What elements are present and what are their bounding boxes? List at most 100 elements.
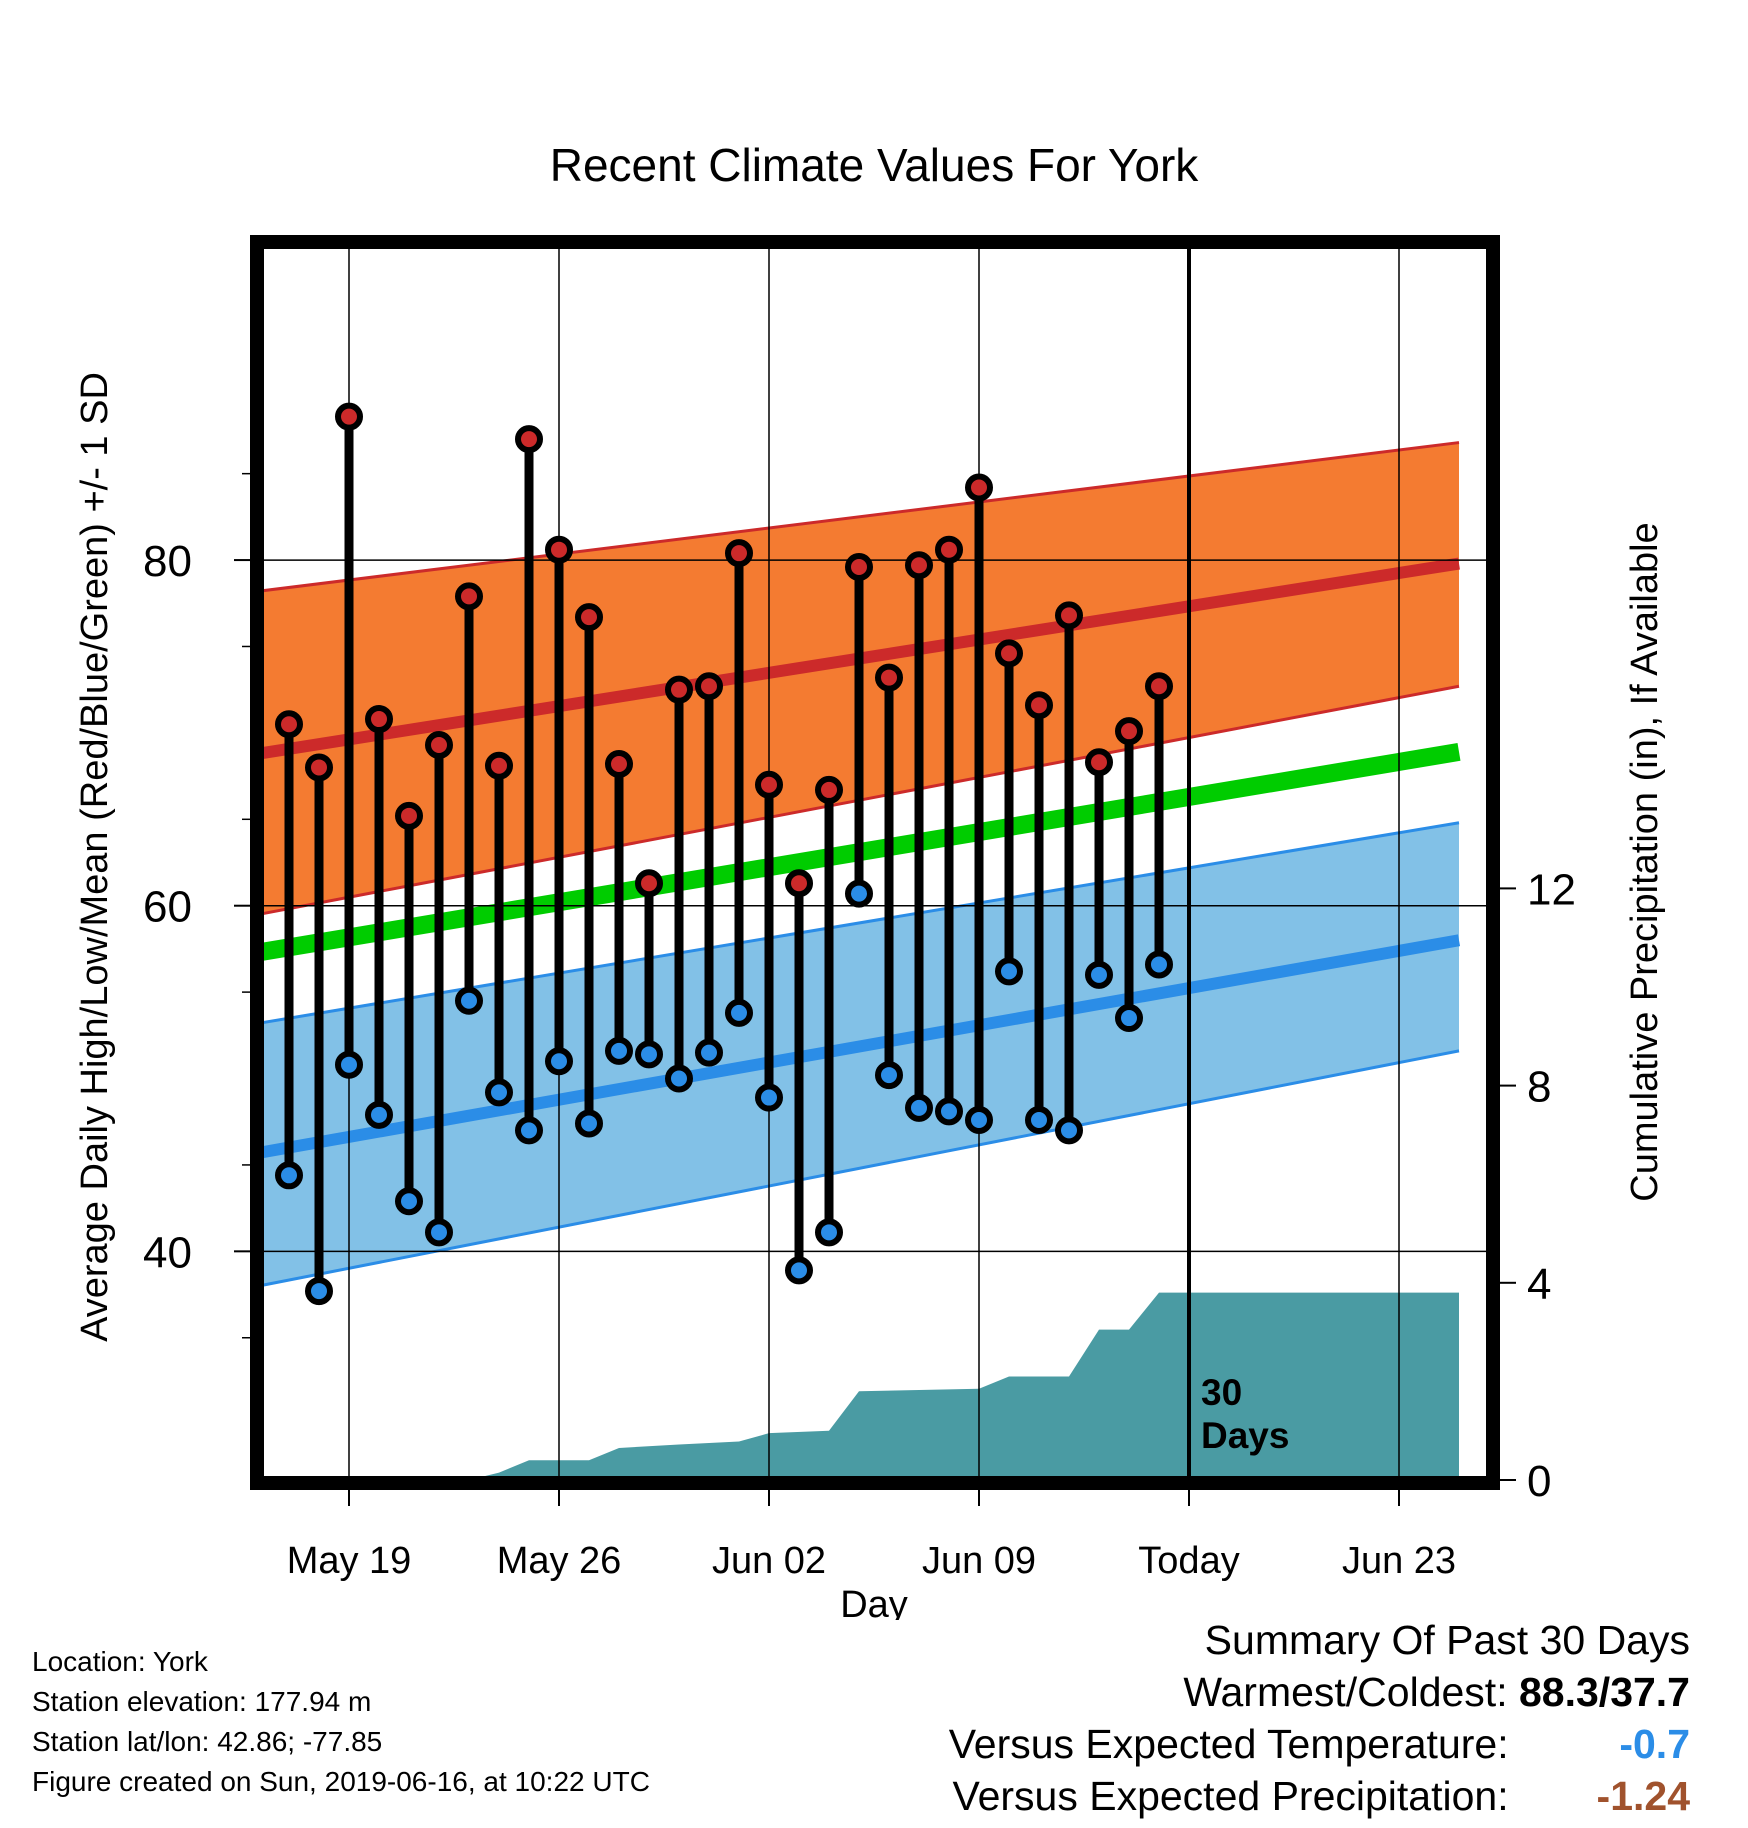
summary-temp-row: Versus Expected Temperature: -0.7 (949, 1718, 1690, 1770)
daily-high-point (725, 539, 753, 568)
x-tick-label: Jun 23 (1342, 1540, 1456, 1582)
daily-high-point (785, 869, 813, 898)
daily-high-point (995, 639, 1023, 668)
days-annotation-0: 30 (1201, 1372, 1242, 1413)
daily-low-point (1115, 1004, 1143, 1033)
daily-low-point (785, 1256, 813, 1285)
daily-high-point (755, 770, 783, 799)
daily-low-point (275, 1161, 303, 1190)
summary-panel: Summary Of Past 30 Days Warmest/Coldest:… (949, 1614, 1690, 1822)
warmest-label: Warmest/Coldest: (1183, 1669, 1508, 1715)
temp-value: -0.7 (1619, 1721, 1690, 1767)
daily-low-point (485, 1078, 513, 1107)
x-tick-label: May 26 (497, 1540, 622, 1582)
daily-high-point (575, 603, 603, 632)
precip-area (485, 1292, 1459, 1476)
daily-high-point (1115, 717, 1143, 746)
daily-low-point (875, 1061, 903, 1090)
normal-high-band-upper-edge (264, 441, 1460, 593)
daily-low-point (815, 1218, 843, 1247)
daily-low-point (575, 1109, 603, 1138)
daily-low-point (545, 1047, 573, 1076)
daily-low-point (605, 1036, 633, 1065)
daily-low-point (635, 1040, 663, 1069)
summary-title: Summary Of Past 30 Days (1204, 1617, 1690, 1663)
daily-high-point (635, 869, 663, 898)
daily-low-point (395, 1187, 423, 1216)
daily-high-point (485, 751, 513, 780)
plot-frame (250, 235, 1500, 1490)
daily-high-point (875, 663, 903, 692)
temp-label: Versus Expected Temperature: (948, 1721, 1509, 1767)
daily-high-point (665, 675, 693, 704)
created-text: Figure created on Sun, 2019-06-16, at 10… (32, 1766, 650, 1797)
daily-high-point (845, 552, 873, 581)
chart-title: Recent Climate Values For York (550, 139, 1200, 191)
daily-high-point (335, 402, 363, 431)
y-tick-label: 60 (143, 883, 192, 932)
y2-tick-label: 4 (1527, 1260, 1551, 1309)
daily-low-point (515, 1116, 543, 1145)
x-tick-label: Jun 09 (922, 1540, 1036, 1582)
daily-high-point (305, 753, 333, 782)
x-axis-label: Day (840, 1584, 908, 1620)
daily-low-point (965, 1105, 993, 1134)
daily-low-point (695, 1038, 723, 1067)
daily-low-point (1055, 1116, 1083, 1145)
latlon-text: Station lat/lon: 42.86; -77.85 (32, 1726, 383, 1757)
daily-low-point (335, 1050, 363, 1079)
daily-low-point (455, 986, 483, 1015)
daily-high-point (1025, 691, 1053, 720)
y2-tick-label: 8 (1527, 1063, 1551, 1112)
y2-axis-label: Cumulative Precipitation (in), If Availa… (1624, 522, 1666, 1201)
daily-high-point (965, 473, 993, 502)
x-tick-label: Today (1138, 1540, 1239, 1582)
daily-low-point (1025, 1105, 1053, 1134)
daily-low-point (725, 998, 753, 1027)
daily-high-point (365, 705, 393, 734)
daily-low-point (845, 879, 873, 908)
daily-high-point (395, 801, 423, 830)
summary-warmest-row: Warmest/Coldest: 88.3/37.7 (949, 1666, 1690, 1718)
daily-low-point (905, 1093, 933, 1122)
daily-high-point (455, 582, 483, 611)
daily-low-point (305, 1277, 333, 1306)
daily-low-point (665, 1064, 693, 1093)
daily-high-point (275, 710, 303, 739)
daily-low-point (755, 1083, 783, 1112)
daily-low-point (1145, 950, 1173, 979)
y2-tick-label: 0 (1527, 1457, 1551, 1506)
days-annotation-1: Days (1201, 1415, 1289, 1456)
daily-low-point (995, 957, 1023, 986)
daily-high-point (1145, 672, 1173, 701)
summary-precip-row: Versus Expected Precipitation: -1.24 (949, 1770, 1691, 1822)
normal-low-line (264, 934, 1461, 1159)
y2-tick-label: 12 (1527, 865, 1576, 914)
axes: 40 60 80 0 4 8 12 May 19 May 26 Jun 02 Jun 09 Today… (143, 235, 1576, 1582)
daily-low-point (365, 1100, 393, 1129)
location-text: Location: York (32, 1646, 208, 1677)
daily-low-point (425, 1218, 453, 1247)
normal-low-band-lower-edge (264, 1049, 1460, 1287)
y-tick-label: 80 (143, 537, 192, 586)
x-tick-label: May 19 (287, 1540, 412, 1582)
precip-label: Versus Expected Precipitation: (952, 1773, 1509, 1819)
warmest-value: 88.3/37.7 (1519, 1669, 1690, 1715)
daily-high-point (935, 535, 963, 564)
daily-high-point (695, 672, 723, 701)
normal-low-band-upper-edge (264, 821, 1460, 1024)
precip-value: -1.24 (1596, 1773, 1690, 1819)
daily-high-point (425, 730, 453, 759)
daily-high-point (815, 775, 843, 804)
daily-high-point (515, 425, 543, 454)
station-info: Location: York Station elevation: 177.94… (32, 1642, 650, 1802)
daily-low-point (1085, 960, 1113, 989)
daily-high-point (1085, 748, 1113, 777)
elevation-text: Station elevation: 177.94 m (32, 1686, 372, 1717)
x-tick-label: Jun 02 (712, 1540, 826, 1582)
daily-low-point (935, 1097, 963, 1126)
daily-high-point (1055, 601, 1083, 630)
